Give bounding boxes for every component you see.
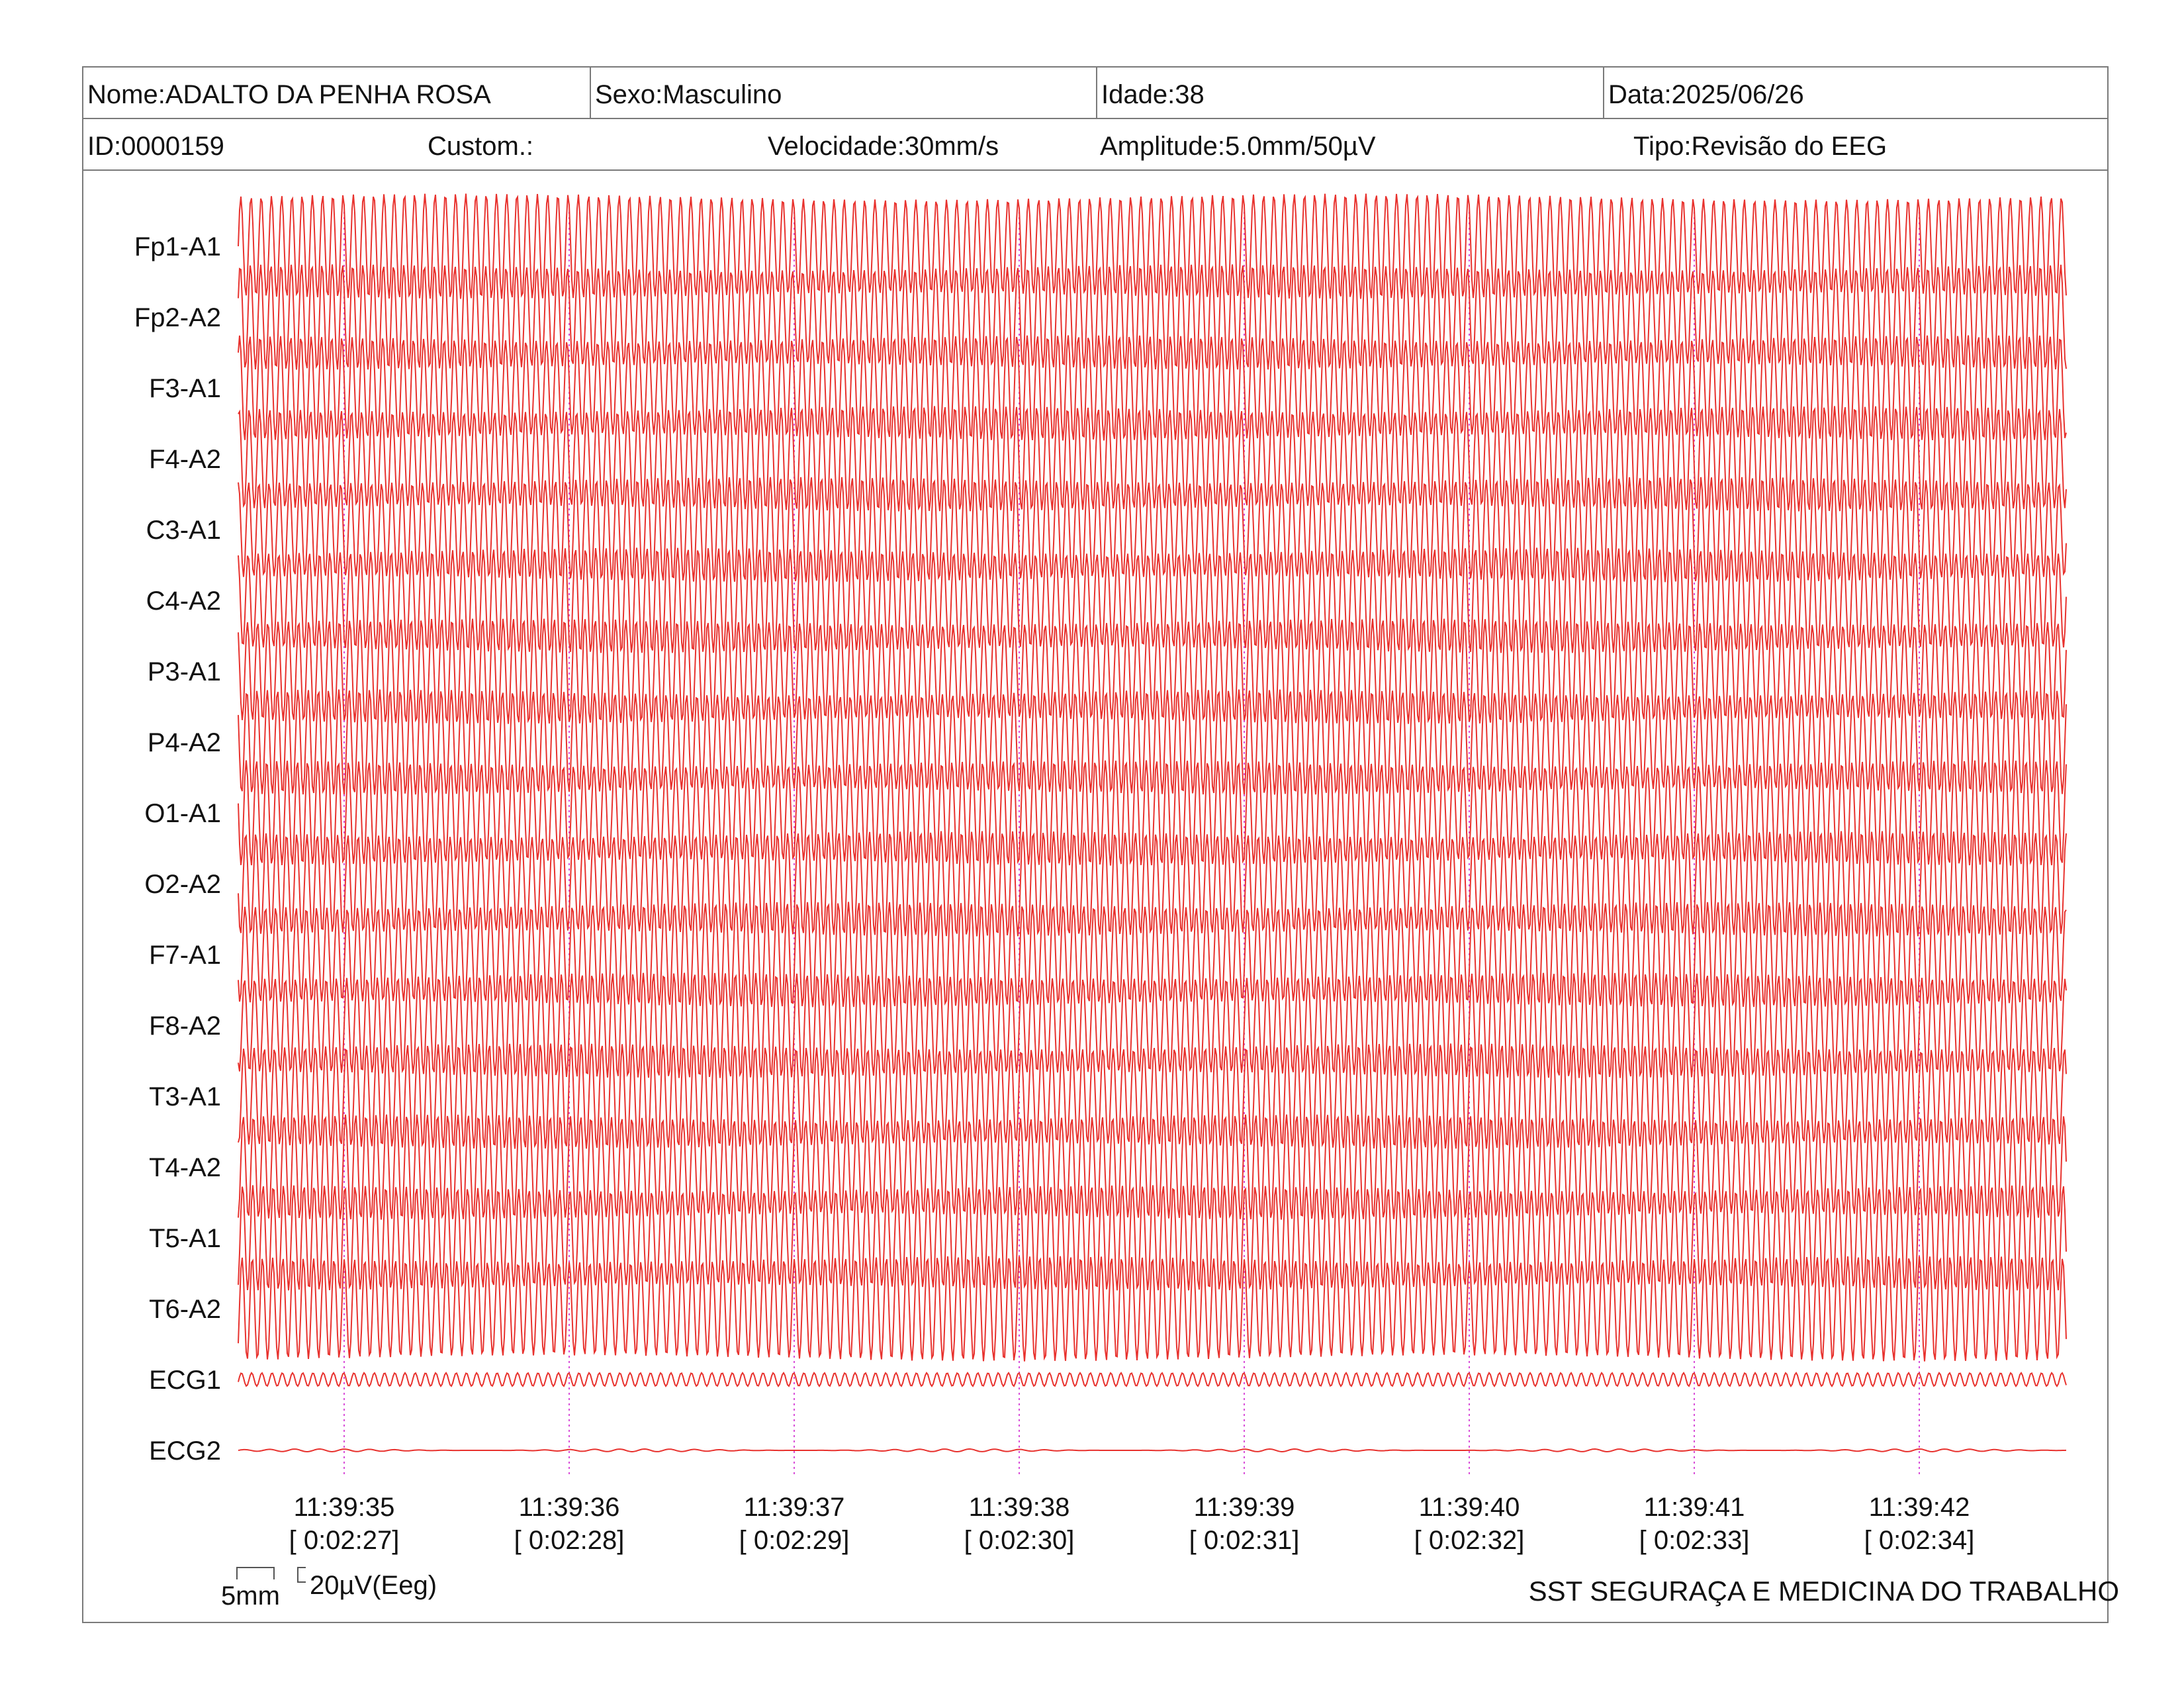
trace-ecg2 bbox=[238, 1448, 2067, 1453]
time-tick-clock: 11:39:36 bbox=[519, 1493, 620, 1522]
time-tick-elapsed: [ 0:02:33] bbox=[1639, 1526, 1750, 1555]
trace-c3-a1 bbox=[238, 477, 2067, 583]
trace-o1-a1 bbox=[238, 760, 2067, 866]
trace-f3-a1 bbox=[238, 335, 2067, 441]
exam-type: Tipo:Revisão do EEG bbox=[1633, 132, 1888, 161]
time-tick-clock: 11:39:40 bbox=[1419, 1493, 1520, 1522]
channel-label: T6-A2 bbox=[149, 1295, 221, 1324]
channel-label: C3-A1 bbox=[146, 516, 221, 545]
time-tick-elapsed: [ 0:02:32] bbox=[1414, 1526, 1525, 1555]
custom-field: Custom.: bbox=[428, 132, 534, 161]
speed-setting: Velocidade:30mm/s bbox=[768, 132, 999, 161]
channel-label: F4-A2 bbox=[149, 445, 221, 474]
time-calibration-label: 5mm bbox=[221, 1581, 280, 1611]
trace-ecg1 bbox=[238, 1372, 2067, 1387]
channel-label: ECG2 bbox=[149, 1436, 221, 1466]
report-frame: Nome:ADALTO DA PENHA ROSA Sexo:Masculino… bbox=[82, 66, 2109, 1623]
company-footer: SST SEGURAÇA E MEDICINA DO TRABALHO bbox=[1528, 1575, 2119, 1607]
channel-label: F3-A1 bbox=[149, 374, 221, 403]
trace-fp2-a2 bbox=[238, 264, 2067, 370]
amplitude-calibration-label: 20µV(Eeg) bbox=[310, 1571, 437, 1600]
exam-date: Data:2025/06/26 bbox=[1603, 68, 2107, 119]
time-tick-elapsed: [ 0:02:31] bbox=[1189, 1526, 1300, 1555]
trace-f4-a2 bbox=[238, 406, 2067, 512]
trace-p3-a1 bbox=[238, 618, 2067, 724]
time-tick-clock: 11:39:42 bbox=[1869, 1493, 1970, 1522]
channel-label: T4-A2 bbox=[149, 1153, 221, 1182]
time-tick-elapsed: [ 0:02:28] bbox=[514, 1526, 625, 1555]
trace-t4-a2 bbox=[238, 1114, 2067, 1220]
trace-o2-a2 bbox=[238, 831, 2067, 937]
trace-p4-a2 bbox=[238, 689, 2067, 795]
trace-f8-a2 bbox=[238, 972, 2067, 1078]
trace-t5-a1 bbox=[238, 1185, 2067, 1291]
channel-label: ECG1 bbox=[149, 1366, 221, 1395]
channel-label: O2-A2 bbox=[144, 870, 221, 899]
time-tick-labels: 11:39:35 [ 0:02:27] 11:39:36 [ 0:02:28] 11:3… bbox=[289, 1493, 1975, 1555]
eeg-traces bbox=[238, 193, 2067, 1453]
time-tick-elapsed: [ 0:02:30] bbox=[964, 1526, 1075, 1555]
header-row-patient: Nome:ADALTO DA PENHA ROSA Sexo:Masculino… bbox=[83, 68, 2107, 119]
trace-c4-a2 bbox=[238, 547, 2067, 653]
trace-fp1-a1 bbox=[238, 193, 2067, 299]
channel-label: F7-A1 bbox=[149, 941, 221, 970]
time-tick-clock: 11:39:38 bbox=[969, 1493, 1070, 1522]
trace-f7-a1 bbox=[238, 902, 2067, 1008]
channel-label: P3-A1 bbox=[148, 657, 221, 686]
time-tick-clock: 11:39:35 bbox=[294, 1493, 395, 1522]
channel-label: T3-A1 bbox=[149, 1082, 221, 1111]
channel-label: O1-A1 bbox=[144, 799, 221, 828]
patient-name: Nome:ADALTO DA PENHA ROSA bbox=[87, 80, 491, 109]
amplitude-setting: Amplitude:5.0mm/50µV bbox=[1100, 132, 1376, 161]
channel-labels: Fp1-A1 Fp2-A2 F3-A1 F4-A2 C3-A1 C4-A2 P3-A1 P4-… bbox=[134, 232, 221, 1466]
channel-label: Fp2-A2 bbox=[134, 303, 221, 332]
time-tick-clock: 11:39:37 bbox=[744, 1493, 845, 1522]
header-row-settings: ID:0000159 Custom.: Velocidade:30mm/s Am… bbox=[83, 119, 2107, 171]
patient-sex: Sexo:Masculino bbox=[590, 68, 1096, 119]
trace-t6-a2 bbox=[238, 1256, 2067, 1362]
calibration-marker: 5mm 20µV(Eeg) bbox=[221, 1567, 437, 1611]
time-tick-elapsed: [ 0:02:34] bbox=[1864, 1526, 1975, 1555]
trace-t3-a1 bbox=[238, 1043, 2067, 1149]
channel-label: P4-A2 bbox=[148, 728, 221, 757]
time-tick-clock: 11:39:41 bbox=[1644, 1493, 1745, 1522]
patient-age: Idade:38 bbox=[1096, 68, 1603, 119]
time-tick-elapsed: [ 0:02:29] bbox=[739, 1526, 850, 1555]
time-calibration-bracket bbox=[236, 1567, 275, 1579]
channel-label: Fp1-A1 bbox=[134, 232, 221, 261]
channel-label: T5-A1 bbox=[149, 1224, 221, 1253]
time-tick-clock: 11:39:39 bbox=[1194, 1493, 1295, 1522]
time-tick-elapsed: [ 0:02:27] bbox=[289, 1526, 400, 1555]
amplitude-calibration-bracket bbox=[297, 1567, 306, 1583]
patient-id: ID:0000159 bbox=[87, 132, 224, 161]
channel-label: F8-A2 bbox=[149, 1011, 221, 1041]
channel-label: C4-A2 bbox=[146, 586, 221, 616]
